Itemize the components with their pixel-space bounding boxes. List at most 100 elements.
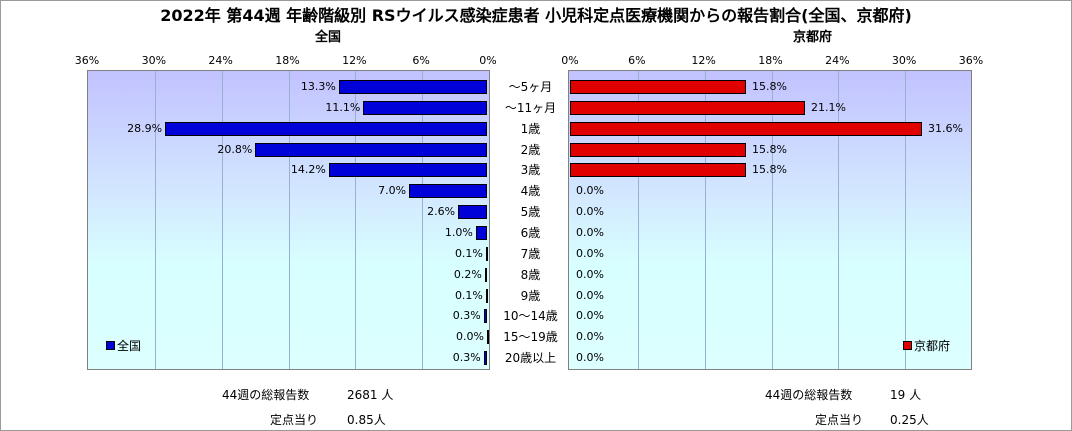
national-bar — [363, 100, 487, 115]
kyoto-x-tick-label: 18% — [758, 54, 783, 67]
category-label: 3歳 — [520, 163, 541, 178]
national-value-label: 0.1% — [454, 246, 483, 260]
kyoto-x-tick-label: 0% — [561, 54, 579, 67]
national-value-label: 0.1% — [454, 288, 483, 302]
national-legend: 全国 — [106, 337, 141, 354]
national-value-label: 14.2% — [290, 163, 326, 177]
national-legend-swatch — [106, 341, 115, 350]
category-label: 4歳 — [520, 184, 541, 199]
category-label: 8歳 — [520, 267, 541, 282]
national-gridline — [422, 71, 424, 369]
national-x-tick-label: 18% — [275, 54, 300, 67]
kyoto-value-label: 0.0% — [576, 330, 604, 344]
kyoto-legend: 京都府 — [903, 337, 950, 354]
national-per-value: 0.85人 — [347, 413, 386, 427]
national-value-label: 11.1% — [325, 100, 361, 114]
national-bar — [458, 205, 487, 220]
national-x-tick-label: 12% — [342, 54, 367, 67]
kyoto-gridline — [771, 71, 773, 369]
national-value-label: 28.9% — [127, 121, 163, 135]
kyoto-value-label: 0.0% — [576, 184, 604, 198]
kyoto-legend-swatch — [903, 341, 912, 350]
national-x-tick-label: 6% — [412, 54, 430, 67]
kyoto-value-label: 15.8% — [751, 163, 787, 177]
kyoto-value-label: 0.0% — [576, 309, 604, 323]
kyoto-value-label: 15.8% — [751, 80, 787, 93]
kyoto-x-tick-label: 30% — [891, 54, 917, 67]
kyoto-value-label: 0.0% — [576, 246, 604, 260]
kyoto-per-label: 定点当り — [815, 413, 864, 427]
kyoto-gridline — [704, 71, 706, 369]
category-label: 5歳 — [520, 205, 541, 220]
kyoto-panel-title: 京都府 — [793, 30, 833, 45]
national-per-label: 定点当り — [270, 413, 319, 427]
national-bar — [409, 184, 487, 199]
national-x-tick-label: 0% — [479, 54, 497, 67]
kyoto-gridline — [838, 71, 840, 369]
national-gridline — [154, 71, 156, 369]
national-bar — [483, 351, 487, 366]
category-label: 9歳 — [520, 288, 541, 303]
national-legend-label: 全国 — [117, 339, 142, 353]
kyoto-total-value: 19 人 — [890, 388, 922, 402]
national-value-label: 1.0% — [444, 225, 473, 239]
national-panel-title: 全国 — [315, 30, 342, 45]
category-label: 10～14歳 — [503, 309, 558, 324]
kyoto-bar — [570, 100, 806, 115]
kyoto-value-label: 0.0% — [576, 225, 604, 239]
kyoto-per-value: 0.25人 — [890, 413, 929, 427]
national-gridline — [355, 71, 357, 369]
national-value-label: 0.2% — [453, 267, 482, 281]
kyoto-x-tick-label: 24% — [825, 54, 850, 67]
kyoto-value-label: 0.0% — [576, 205, 604, 219]
national-value-label: 7.0% — [378, 184, 407, 198]
kyoto-total-label: 44週の総報告数 — [765, 388, 853, 402]
kyoto-bar — [570, 142, 746, 157]
category-label: ～11ヶ月 — [504, 100, 557, 115]
kyoto-gridline — [637, 71, 639, 369]
national-value-label: 0.3% — [452, 309, 481, 323]
national-plot-area — [87, 70, 490, 370]
kyoto-value-label: 0.0% — [576, 351, 604, 365]
kyoto-value-label: 0.0% — [576, 267, 604, 281]
national-value-label: 0.3% — [452, 351, 481, 365]
national-bar — [485, 288, 488, 303]
kyoto-value-label: 21.1% — [811, 100, 846, 114]
national-gridline — [288, 71, 290, 369]
national-total-value: 2681 人 — [347, 388, 394, 402]
chart-title: 2022年 第44週 年齢階級別 RSウイルス感染症患者 小児科定点医療機関から… — [160, 6, 912, 25]
category-label: 7歳 — [520, 246, 541, 261]
national-bar — [487, 330, 489, 345]
national-gridline — [221, 71, 223, 369]
national-bar — [338, 80, 487, 94]
category-label: 6歳 — [520, 225, 541, 240]
national-bar — [255, 142, 487, 157]
national-x-tick-label: 30% — [141, 54, 167, 67]
national-total-label: 44週の総報告数 — [222, 388, 310, 402]
national-value-label: 2.6% — [427, 205, 456, 219]
kyoto-x-tick-label: 12% — [691, 54, 716, 67]
kyoto-value-label: 15.8% — [751, 142, 787, 156]
national-bar — [485, 246, 488, 261]
kyoto-gridline — [905, 71, 907, 369]
kyoto-x-tick-label: 6% — [628, 54, 646, 67]
category-label: 15～19歳 — [503, 330, 558, 345]
national-value-label: 0.0% — [456, 330, 484, 344]
national-bar — [483, 309, 487, 324]
kyoto-bar — [570, 121, 922, 136]
national-x-tick-label: 24% — [208, 54, 233, 67]
national-bar — [475, 225, 487, 240]
kyoto-bar — [570, 80, 746, 94]
category-label: ～5ヶ月 — [508, 80, 553, 94]
category-label: 1歳 — [520, 121, 541, 136]
national-value-label: 13.3% — [300, 80, 336, 93]
kyoto-value-label: 31.6% — [927, 121, 963, 135]
national-bar — [328, 163, 487, 178]
national-value-label: 20.8% — [217, 142, 253, 156]
kyoto-value-label: 0.0% — [576, 288, 604, 302]
kyoto-x-tick-label: 36% — [958, 54, 984, 67]
kyoto-plot-area — [568, 70, 972, 370]
national-bar — [165, 121, 487, 136]
category-label: 20歳以上 — [504, 351, 557, 366]
national-x-tick-label: 36% — [74, 54, 100, 67]
